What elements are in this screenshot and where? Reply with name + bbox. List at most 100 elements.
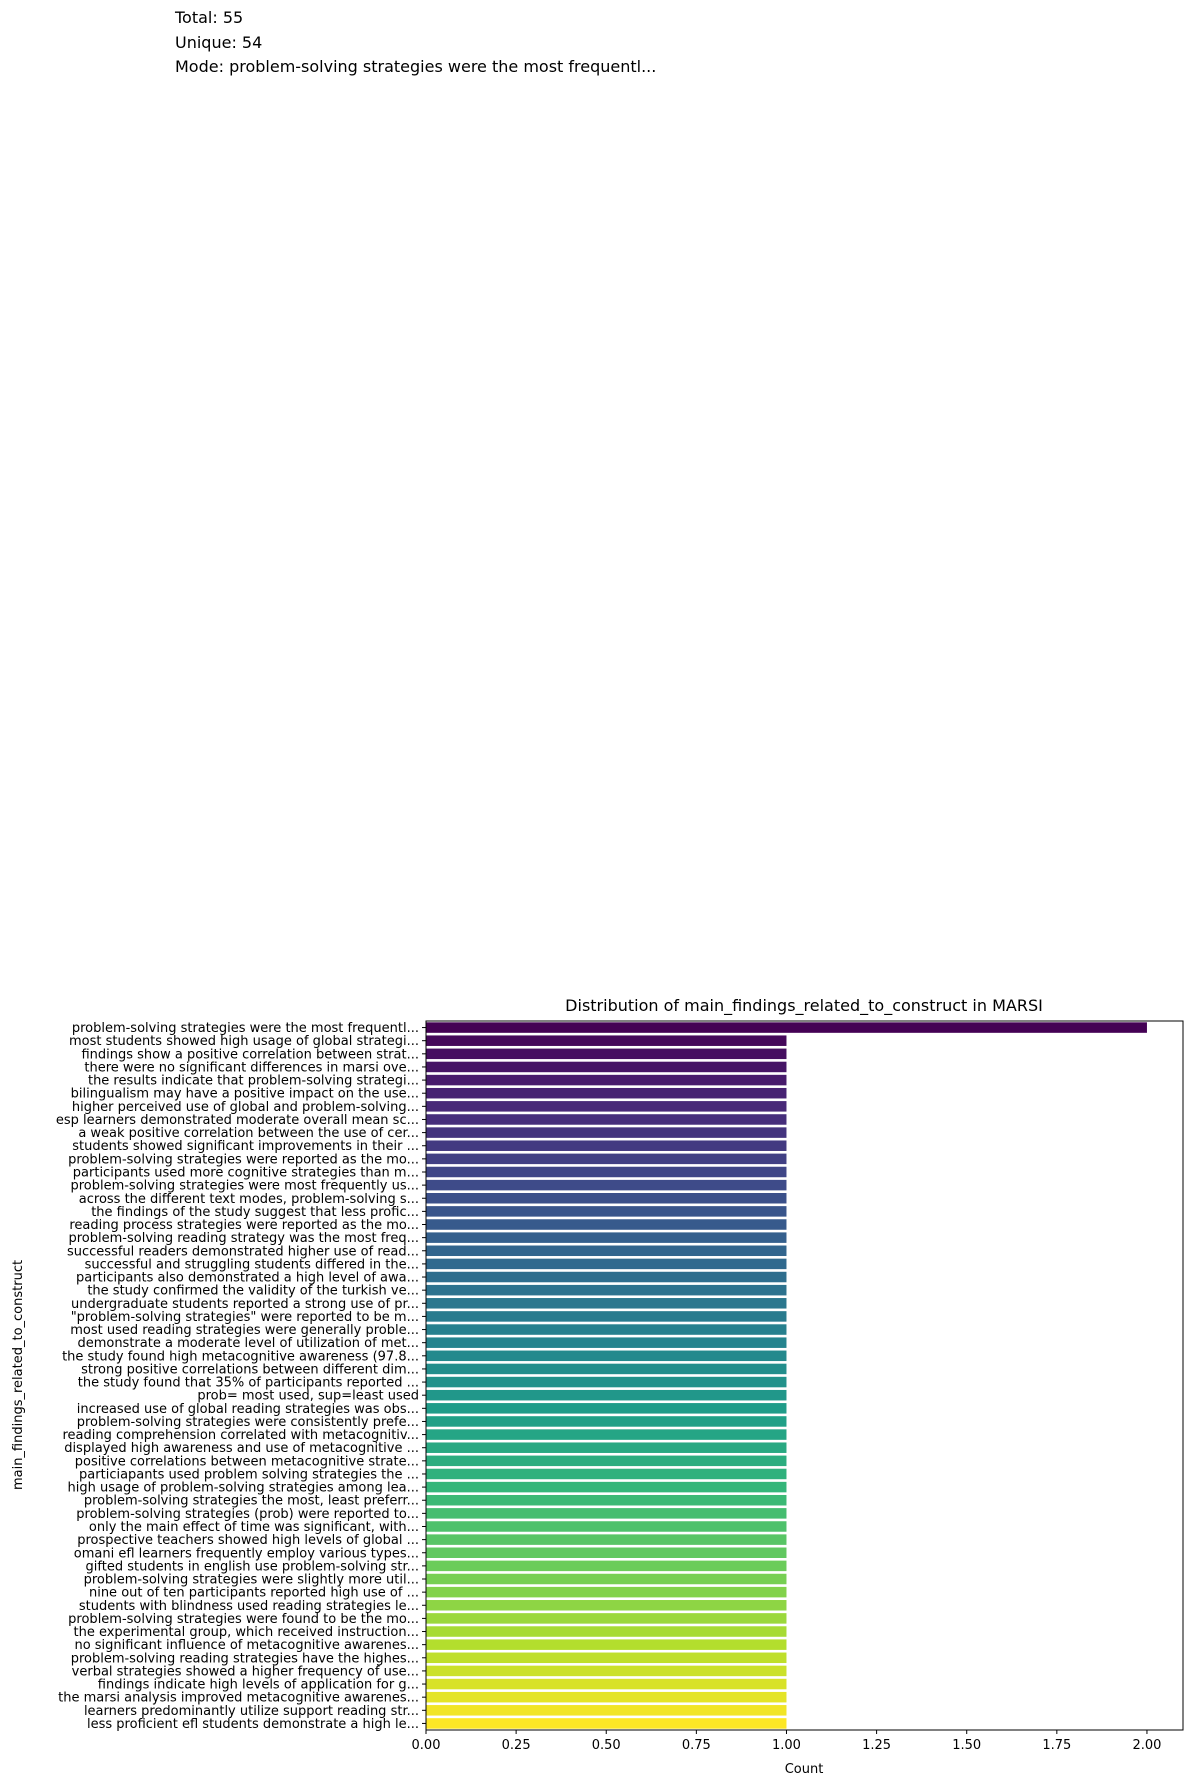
total-count: Total: 55: [175, 8, 244, 27]
bar: [426, 1271, 787, 1283]
x-axis-label: Count: [785, 1762, 824, 1777]
unique-count: Unique: 54: [175, 32, 263, 52]
y-tick-label: the findings of the study suggest that l…: [91, 1205, 419, 1220]
bar: [426, 1455, 787, 1467]
bar: [426, 1665, 787, 1677]
y-tick-label: strong positive correlations between dif…: [81, 1362, 419, 1377]
bars-group: [426, 1022, 1147, 1729]
bar: [426, 1324, 787, 1335]
y-tick-label: participants used more cognitive strateg…: [73, 1165, 419, 1180]
y-tick-label: successful and struggling students diffe…: [85, 1257, 419, 1272]
y-tick-label: findings show a positive correlation bet…: [81, 1047, 419, 1062]
bar: [426, 1022, 1147, 1033]
plot-frame: [425, 1020, 1184, 1731]
x-tick-label: 1.75: [1042, 1738, 1071, 1753]
y-tick-label: problem-solving strategies (prob) were r…: [76, 1507, 419, 1522]
bar: [426, 1166, 787, 1178]
bar: [426, 1468, 787, 1480]
y-tick-label: the study found high metacognitive aware…: [62, 1349, 419, 1364]
y-tick-label: a weak positive correlation between the …: [78, 1126, 419, 1141]
y-tick-labels: problem-solving strategies were the most…: [56, 1021, 426, 1732]
bar: [426, 1521, 787, 1532]
y-tick-label: displayed high awareness and use of meta…: [64, 1441, 419, 1456]
y-axis-label: main_findings_related_to_construct: [11, 1260, 26, 1490]
y-tick-label: verbal strategies showed a higher freque…: [72, 1664, 419, 1679]
y-tick-label: problem-solving reading strategies have …: [71, 1651, 419, 1666]
bar: [426, 1298, 787, 1309]
y-tick-label: bilingualism may have a positive impact …: [71, 1087, 419, 1102]
bar: [426, 1652, 787, 1664]
bar: [426, 1626, 787, 1637]
bar: [426, 1560, 787, 1572]
y-tick-label: participants also demonstrated a high le…: [76, 1271, 419, 1286]
y-tick-label: the results indicate that problem-solvin…: [88, 1074, 419, 1089]
x-tick-label: 0.75: [682, 1738, 711, 1753]
bar: [426, 1718, 787, 1729]
y-tick-label: findings indicate high levels of applica…: [98, 1678, 419, 1693]
x-tick-label: 0.25: [502, 1738, 531, 1753]
bar: [426, 1586, 787, 1598]
x-tick-label: 1.00: [772, 1738, 801, 1753]
bar: [426, 1600, 787, 1611]
y-tick-label: problem-solving reading strategy was the…: [69, 1231, 420, 1246]
y-tick-label: prob= most used, sup=least used: [197, 1389, 419, 1404]
bar: [426, 1613, 787, 1624]
bar: [426, 1258, 787, 1270]
mode-value: Mode: problem-solving strategies were th…: [175, 57, 657, 76]
bar: [426, 1508, 787, 1519]
y-tick-label: students showed significant improvements…: [72, 1139, 419, 1154]
y-tick-label: omani efl learners frequently employ var…: [74, 1546, 419, 1561]
y-tick-label: problem-solving strategies were most fre…: [70, 1179, 419, 1194]
bar: [426, 1206, 787, 1217]
y-tick-label: problem-solving strategies were consiste…: [77, 1415, 419, 1430]
y-tick-label: problem-solving strategies the most, lea…: [84, 1494, 419, 1509]
y-tick-label: problem-solving strategies were reported…: [68, 1152, 419, 1167]
bar: [426, 1389, 787, 1401]
bar: [426, 1192, 787, 1204]
y-tick-label: the study found that 35% of participants…: [78, 1376, 419, 1391]
bar: [426, 1429, 787, 1440]
y-tick-label: "problem-solving strategies" were report…: [71, 1310, 419, 1325]
summary-stats: Total: 55 Unique: 54 Mode: problem-solvi…: [175, 6, 656, 80]
bar: [426, 1573, 787, 1585]
bar: [426, 1337, 787, 1348]
y-tick-label: undergraduate students reported a strong…: [71, 1297, 419, 1312]
bar: [426, 1101, 787, 1112]
y-tick-label: nine out of ten participants reported hi…: [89, 1586, 419, 1601]
y-tick-label: higher perceived use of global and probl…: [72, 1100, 419, 1115]
y-tick-label: most used reading strategies were genera…: [70, 1323, 419, 1338]
bar: [426, 1416, 787, 1427]
x-tick-label: 0.50: [592, 1738, 621, 1753]
bar: [426, 1074, 787, 1086]
y-tick-label: problem-solving strategies were the most…: [72, 1021, 419, 1036]
x-tick-label: 0.00: [412, 1738, 441, 1753]
y-tick-label: the experimental group, which received i…: [73, 1625, 419, 1640]
bar: [426, 1547, 787, 1559]
y-tick-label: the marsi analysis improved metacognitiv…: [58, 1691, 419, 1706]
y-tick-label: demonstrate a moderate level of utilizat…: [77, 1336, 419, 1351]
bar: [426, 1035, 787, 1046]
bar: [426, 1179, 787, 1191]
bar: [426, 1127, 787, 1138]
bar: [426, 1481, 787, 1493]
y-tick-label: less proficient efl students demonstrate…: [87, 1717, 419, 1732]
x-ticks: 0.00 0.25 0.50 0.75 1.00 1.25 1.50 1.75 2.00: [412, 1730, 1161, 1753]
x-tick-label: 1.25: [862, 1738, 891, 1753]
bar: [426, 1678, 787, 1690]
bar: [426, 1311, 787, 1322]
bar: [426, 1363, 787, 1375]
bar: [426, 1376, 787, 1388]
y-tick-label: prospective teachers showed high levels …: [77, 1533, 419, 1548]
bar: [426, 1232, 787, 1243]
x-tick-label: 2.00: [1132, 1738, 1161, 1753]
y-tick-label: increased use of global reading strategi…: [77, 1402, 419, 1417]
y-tick-label: positive correlations between metacognit…: [75, 1454, 419, 1469]
y-tick-label: reading comprehension correlated with me…: [62, 1428, 419, 1443]
bar: [426, 1284, 787, 1296]
y-tick-label: high usage of problem-solving strategies…: [68, 1481, 419, 1496]
y-tick-label: reading process strategies were reported…: [69, 1218, 419, 1233]
bar: [426, 1350, 787, 1362]
bar: [426, 1087, 787, 1099]
y-tick-label: across the different text modes, problem…: [79, 1192, 419, 1207]
